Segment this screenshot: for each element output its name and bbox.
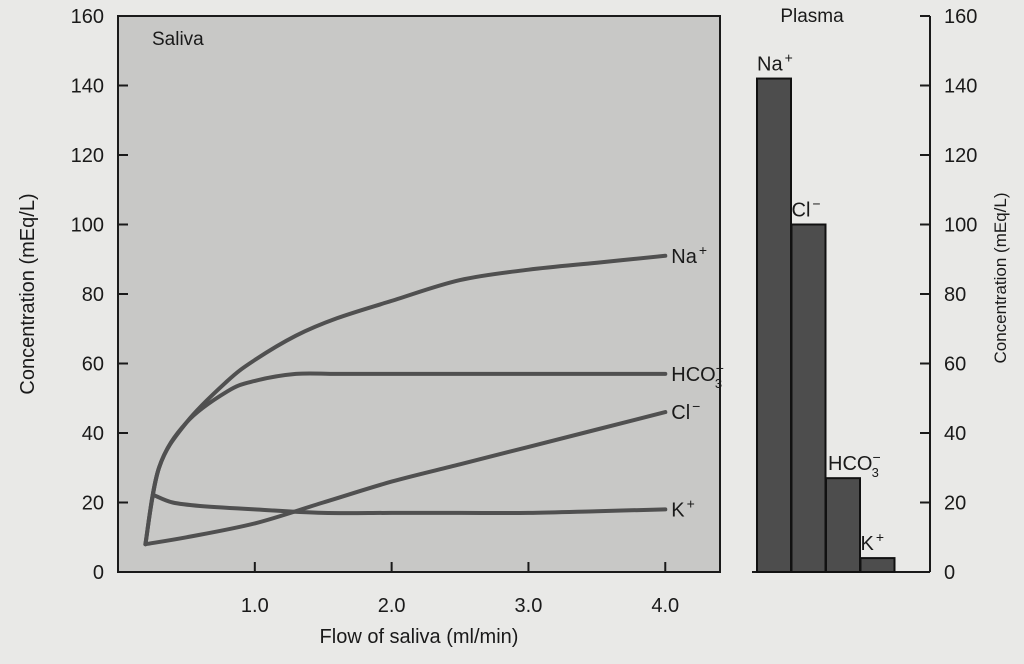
plasma-bar-labels: Na + Cl − HCO− 3 K + xyxy=(757,50,884,556)
saliva-y-axis-title: Concentration (mEq/L) xyxy=(17,193,39,394)
plasma-y-tick-label: 60 xyxy=(944,354,966,376)
saliva-x-tick-label: 1.0 xyxy=(241,595,269,617)
plasma-y-tick-label: 120 xyxy=(944,145,977,167)
plasma-bar-hco3 xyxy=(790,223,827,573)
saliva-series-labels: Na + HCO− 3 Cl − K + xyxy=(671,242,724,522)
saliva-ticks: 0 20 40 60 80 100 120 140 160 1.0 2.0 3.0 4.0 xyxy=(71,6,680,617)
plasma-bar-label-cl: HCO− 3 xyxy=(828,449,881,480)
plasma-y-axis-title: Concentration (mEq/L) xyxy=(991,192,1010,363)
saliva-x-tick-label: 3.0 xyxy=(515,595,543,617)
plasma-bars xyxy=(756,77,896,574)
saliva-y-tick-label: 140 xyxy=(71,76,104,98)
saliva-y-tick-label: 0 xyxy=(93,562,104,584)
saliva-y-tick-label: 60 xyxy=(82,354,104,376)
plasma-bar-cl xyxy=(825,477,861,573)
saliva-line-hco3 xyxy=(143,371,668,547)
saliva-x-tick-label: 2.0 xyxy=(378,595,406,617)
plasma-ticks: 0 20 40 60 80 100 120 140 160 xyxy=(920,6,977,584)
plasma-bar-k xyxy=(859,557,896,573)
saliva-y-tick-label: 120 xyxy=(71,145,104,167)
saliva-panel-title: Saliva xyxy=(152,29,204,50)
plasma-y-tick-label: 80 xyxy=(944,284,966,306)
saliva-label-hco3: HCO− 3 xyxy=(671,360,724,391)
saliva-line-cl xyxy=(143,410,668,547)
saliva-x-axis-title: Flow of saliva (ml/min) xyxy=(320,626,519,648)
plasma-bar-label-hco3: Cl − xyxy=(792,196,821,222)
plasma-y-tick-label: 140 xyxy=(944,76,977,98)
saliva-label-cl: Cl − xyxy=(671,398,700,424)
plasma-bar-na xyxy=(756,77,792,574)
saliva-x-tick-label: 4.0 xyxy=(651,595,679,617)
saliva-y-tick-label: 80 xyxy=(82,284,104,306)
saliva-lines xyxy=(143,253,668,547)
plasma-y-tick-label: 100 xyxy=(944,215,977,237)
plasma-y-tick-label: 0 xyxy=(944,562,955,584)
saliva-y-tick-label: 20 xyxy=(82,493,104,515)
plasma-bar-label-na: Na + xyxy=(757,50,793,76)
plasma-bar-label-k: K + xyxy=(861,529,885,555)
saliva-label-na: Na + xyxy=(671,242,707,268)
plasma-y-tick-label: 40 xyxy=(944,423,966,445)
saliva-line-k xyxy=(152,493,668,516)
saliva-y-tick-label: 100 xyxy=(71,215,104,237)
saliva-label-k: K + xyxy=(671,495,695,521)
plasma-y-tick-label: 20 xyxy=(944,493,966,515)
plasma-panel-title: Plasma xyxy=(780,6,844,27)
plasma-y-tick-label: 160 xyxy=(944,6,977,28)
saliva-y-tick-label: 160 xyxy=(71,6,104,28)
saliva-y-tick-label: 40 xyxy=(82,423,104,445)
